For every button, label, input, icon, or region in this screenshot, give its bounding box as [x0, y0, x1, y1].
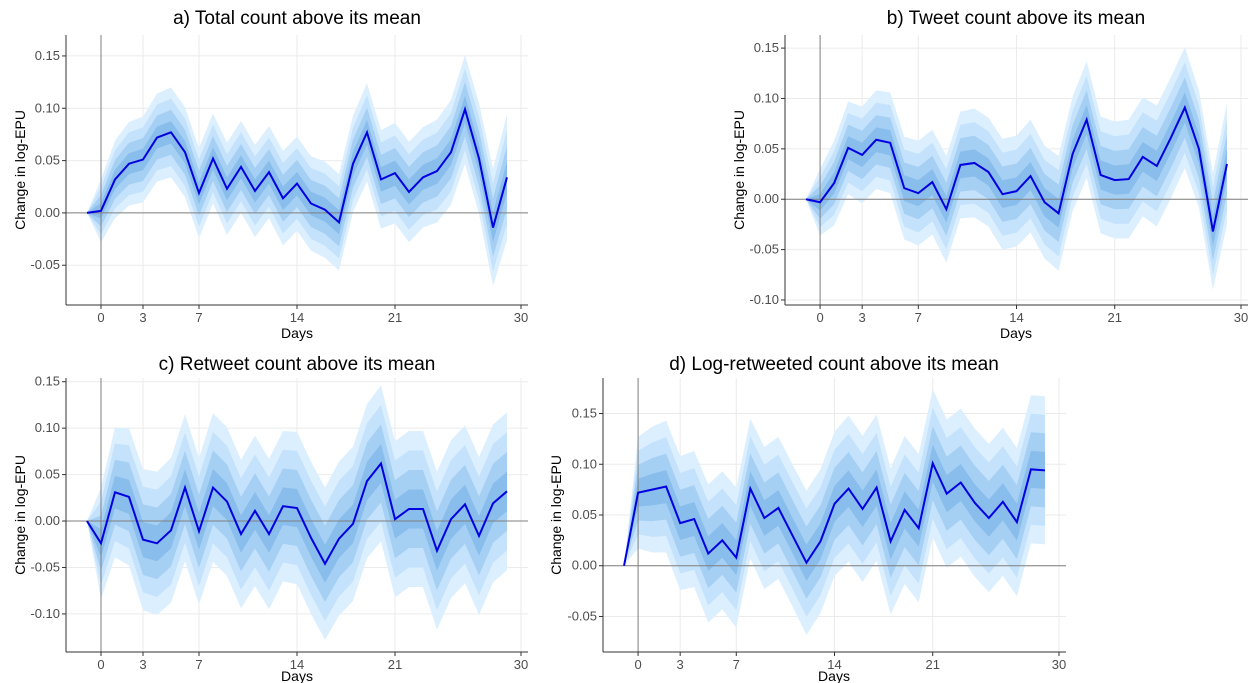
panel-a: a) Total count above its mean -0.05 0.00 0… [12, 8, 528, 341]
y-tick-label: -0.10 [749, 292, 779, 307]
x-axis-label: Days [281, 668, 313, 683]
x-ticks: 0 3 7 14 21 30 [97, 652, 528, 672]
x-tick-label: 21 [388, 310, 402, 325]
x-axis-label: Days [281, 325, 313, 341]
y-tick-label: 0.05 [754, 141, 779, 156]
y-tick-label: 0.05 [572, 507, 597, 522]
series-line [86, 105, 508, 228]
panel-title: c) Retweet count above its mean [159, 354, 436, 375]
x-tick-label: 30 [1052, 657, 1066, 672]
y-tick-label: 0.00 [754, 191, 779, 206]
y-tick-label: 0.00 [572, 558, 597, 573]
x-tick-label: 21 [1107, 310, 1121, 325]
x-tick-label: 0 [634, 657, 641, 672]
bands [806, 47, 1227, 290]
x-tick-label: 7 [195, 310, 202, 325]
y-tick-label: -0.05 [567, 608, 597, 623]
x-tick-label: 30 [1234, 310, 1248, 325]
y-tick-label: 0.05 [35, 153, 60, 168]
x-tick-label: 3 [677, 657, 684, 672]
y-tick-label: 0.10 [572, 456, 597, 471]
panel-c: c) Retweet count above its mean -0.10-0.… [12, 354, 528, 683]
x-tick-label: 3 [139, 657, 146, 672]
y-tick-label: 0.05 [35, 467, 60, 482]
x-tick-label: 0 [97, 310, 104, 325]
x-tick-label: 0 [816, 310, 823, 325]
x-ticks: 0 3 7 14 21 30 [816, 305, 1248, 325]
bands [87, 385, 507, 640]
y-tick-label: 0.15 [35, 48, 60, 63]
x-tick-label: 7 [915, 310, 922, 325]
y-axis-label: Change in log-EPU [12, 110, 28, 230]
x-tick-label: 21 [388, 657, 402, 672]
series-line [86, 461, 508, 566]
panel-title: b) Tweet count above its mean [887, 8, 1145, 29]
x-axis-label: Days [818, 668, 850, 683]
x-tick-label: 14 [827, 657, 841, 672]
panel-title: a) Total count above its mean [173, 8, 421, 29]
x-tick-label: 3 [859, 310, 866, 325]
y-tick-label: 0.10 [35, 100, 60, 115]
x-axis-label: Days [1000, 325, 1032, 341]
y-tick-label: 0.15 [35, 374, 60, 389]
x-tick-label: 7 [195, 657, 202, 672]
x-tick-label: 30 [514, 657, 528, 672]
x-tick-label: 30 [514, 310, 528, 325]
panel-d: d) Log-retweeted count above its mean -0… [548, 354, 1066, 683]
y-ticks: -0.10 -0.05 0.00 0.05 0.10 0.15 [30, 374, 66, 621]
y-tick-label: -0.05 [749, 242, 779, 257]
x-tick-label: 14 [290, 310, 304, 325]
y-tick-label: -0.05 [30, 257, 60, 272]
y-tick-label: -0.05 [30, 559, 60, 574]
y-tick-label: 0.10 [754, 90, 779, 105]
x-tick-label: 21 [925, 657, 939, 672]
series-line [623, 460, 1046, 566]
y-axis-label: Change in log-EPU [731, 110, 747, 230]
x-ticks: 0 3 7 14 21 30 [634, 652, 1066, 672]
x-tick-label: 3 [139, 310, 146, 325]
x-tick-label: 14 [1009, 310, 1023, 325]
series-line [805, 104, 1228, 232]
y-tick-label: 0.15 [754, 40, 779, 55]
y-ticks: -0.05 0.00 0.05 0.10 0.15 [567, 406, 603, 623]
confidence-band-4 [87, 443, 507, 583]
y-ticks: -0.10 -0.05 0.00 0.05 0.10 0.15 [749, 40, 785, 307]
panel-b: b) Tweet count above its mean -0.10 -0.05… [731, 8, 1248, 341]
y-axis-label: Change in log-EPU [548, 455, 564, 575]
y-axis-label: Change in log-EPU [12, 455, 28, 575]
x-tick-label: 0 [97, 657, 104, 672]
y-tick-label: 0.00 [35, 205, 60, 220]
y-tick-label: 0.10 [35, 420, 60, 435]
confidence-band-3 [87, 82, 507, 257]
y-ticks: -0.05 0.00 0.05 0.10 0.15 [30, 48, 66, 272]
y-tick-label: -0.10 [30, 606, 60, 621]
x-tick-label: 7 [733, 657, 740, 672]
y-tick-label: 0.00 [35, 513, 60, 528]
x-ticks: 0 3 7 14 21 30 [97, 305, 528, 325]
panel-title: d) Log-retweeted count above its mean [669, 354, 999, 375]
confidence-band-3 [806, 77, 1227, 261]
x-tick-label: 14 [290, 657, 304, 672]
y-tick-label: 0.15 [572, 406, 597, 421]
